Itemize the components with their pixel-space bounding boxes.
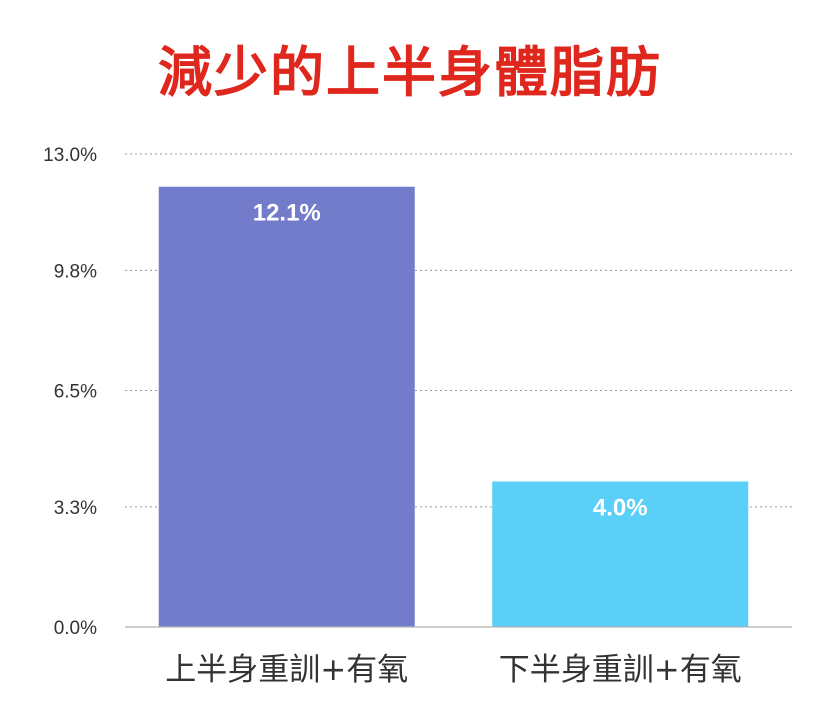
bar xyxy=(158,186,415,627)
bar-value-label: 12.1% xyxy=(253,200,321,227)
bar xyxy=(492,481,749,627)
y-tick-label: 9.8% xyxy=(54,261,97,282)
x-category-label: 下半身重訓+有氧 xyxy=(499,652,742,688)
data-labels: 12.1% 4.0% xyxy=(253,200,648,522)
y-tick-label: 3.3% xyxy=(54,498,97,519)
y-tick-label: 13.0% xyxy=(43,145,97,166)
y-axis-ticks: 0.0% 3.3% 6.5% 9.8% 13.0% xyxy=(43,145,97,639)
bars xyxy=(158,186,749,627)
bar-value-label: 4.0% xyxy=(593,494,648,521)
x-category-label: 上半身重訓+有氧 xyxy=(165,652,408,688)
y-tick-label: 6.5% xyxy=(54,382,97,403)
chart-title: 減少的上半身體脂肪 xyxy=(158,41,662,104)
y-tick-label: 0.0% xyxy=(54,618,97,639)
x-axis-categories: 上半身重訓+有氧 下半身重訓+有氧 xyxy=(165,652,741,688)
